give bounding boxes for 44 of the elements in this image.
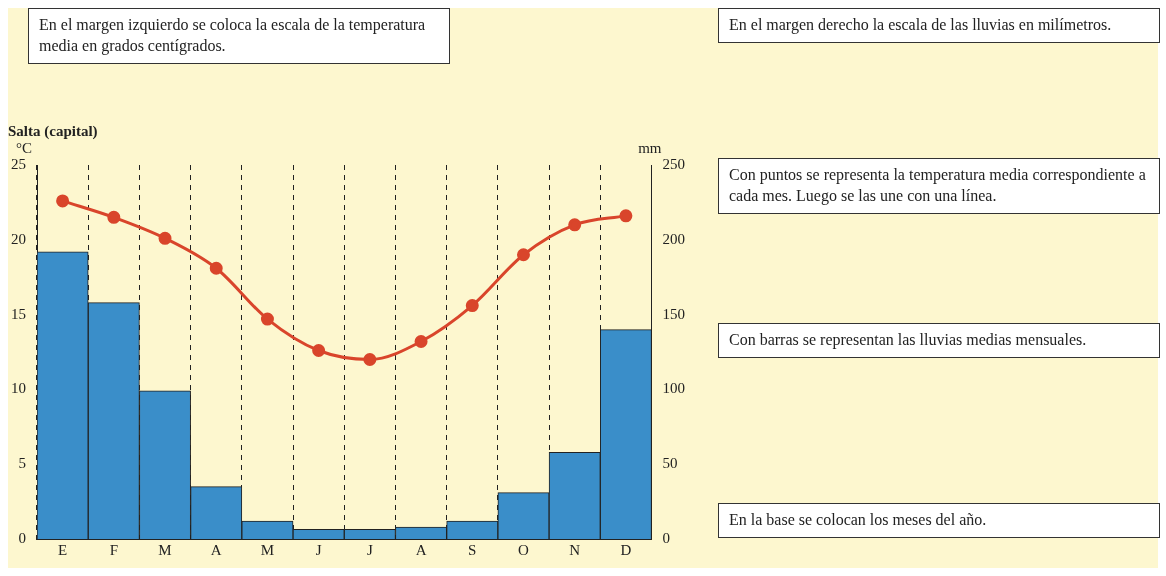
point bbox=[312, 344, 326, 357]
y-tick-label: 0 bbox=[18, 529, 26, 546]
text: Con puntos se representa la temperatura media correspondiente a cada mes. Luego se las une con una línea. bbox=[718, 158, 1160, 214]
x-tick-label: J bbox=[315, 541, 322, 558]
chart-title: Salta (capital) bbox=[8, 122, 98, 140]
text: En el margen derecho la escala de las lluvias en milímetros. bbox=[718, 8, 1160, 43]
y-tick-label: 10 bbox=[11, 380, 26, 397]
x-tick-label: M bbox=[158, 541, 172, 558]
point bbox=[107, 210, 121, 224]
x-tick-label: E bbox=[58, 541, 68, 558]
x-tick-label: A bbox=[210, 541, 222, 558]
point bbox=[465, 299, 479, 313]
x-tick-label: M bbox=[260, 541, 275, 558]
y2-tick-label: 200 bbox=[662, 230, 685, 247]
point bbox=[516, 248, 530, 262]
x-tick-label: A bbox=[415, 541, 427, 558]
y-tick-label: 25 bbox=[11, 155, 26, 172]
x-tick-label: J bbox=[366, 541, 373, 558]
x-tick-label: O bbox=[518, 541, 530, 558]
y2-axis-title: mm bbox=[638, 140, 662, 157]
y2-tick-label: 100 bbox=[662, 380, 685, 397]
point bbox=[56, 194, 70, 208]
y-tick-label: 20 bbox=[11, 230, 26, 247]
y-axis-title: °C bbox=[16, 140, 33, 157]
y-tick-label: 5 bbox=[18, 455, 26, 472]
point bbox=[209, 261, 223, 275]
y2-tick-label: 150 bbox=[662, 305, 685, 322]
point bbox=[158, 231, 172, 245]
y2-tick-label: 0 bbox=[662, 529, 670, 546]
point bbox=[619, 209, 633, 223]
text: En el margen izquierdo se coloca la escala de la temperatura media en grados centígrados. bbox=[28, 8, 450, 64]
x-tick-label: D bbox=[620, 541, 632, 558]
point bbox=[260, 312, 274, 326]
x-tick-label: S bbox=[468, 541, 477, 558]
point bbox=[363, 352, 377, 366]
y-tick-label: 15 bbox=[11, 305, 26, 322]
point bbox=[414, 335, 428, 349]
x-tick-label: F bbox=[109, 541, 118, 558]
text: Con barras se representan las lluvias medias mensuales. bbox=[718, 323, 1160, 358]
y2-tick-label: 250 bbox=[662, 155, 685, 172]
point bbox=[568, 218, 582, 232]
text: En la base se colocan los meses del año. bbox=[718, 503, 1160, 538]
y2-tick-label: 50 bbox=[662, 455, 678, 472]
x-tick-label: N bbox=[569, 541, 581, 558]
